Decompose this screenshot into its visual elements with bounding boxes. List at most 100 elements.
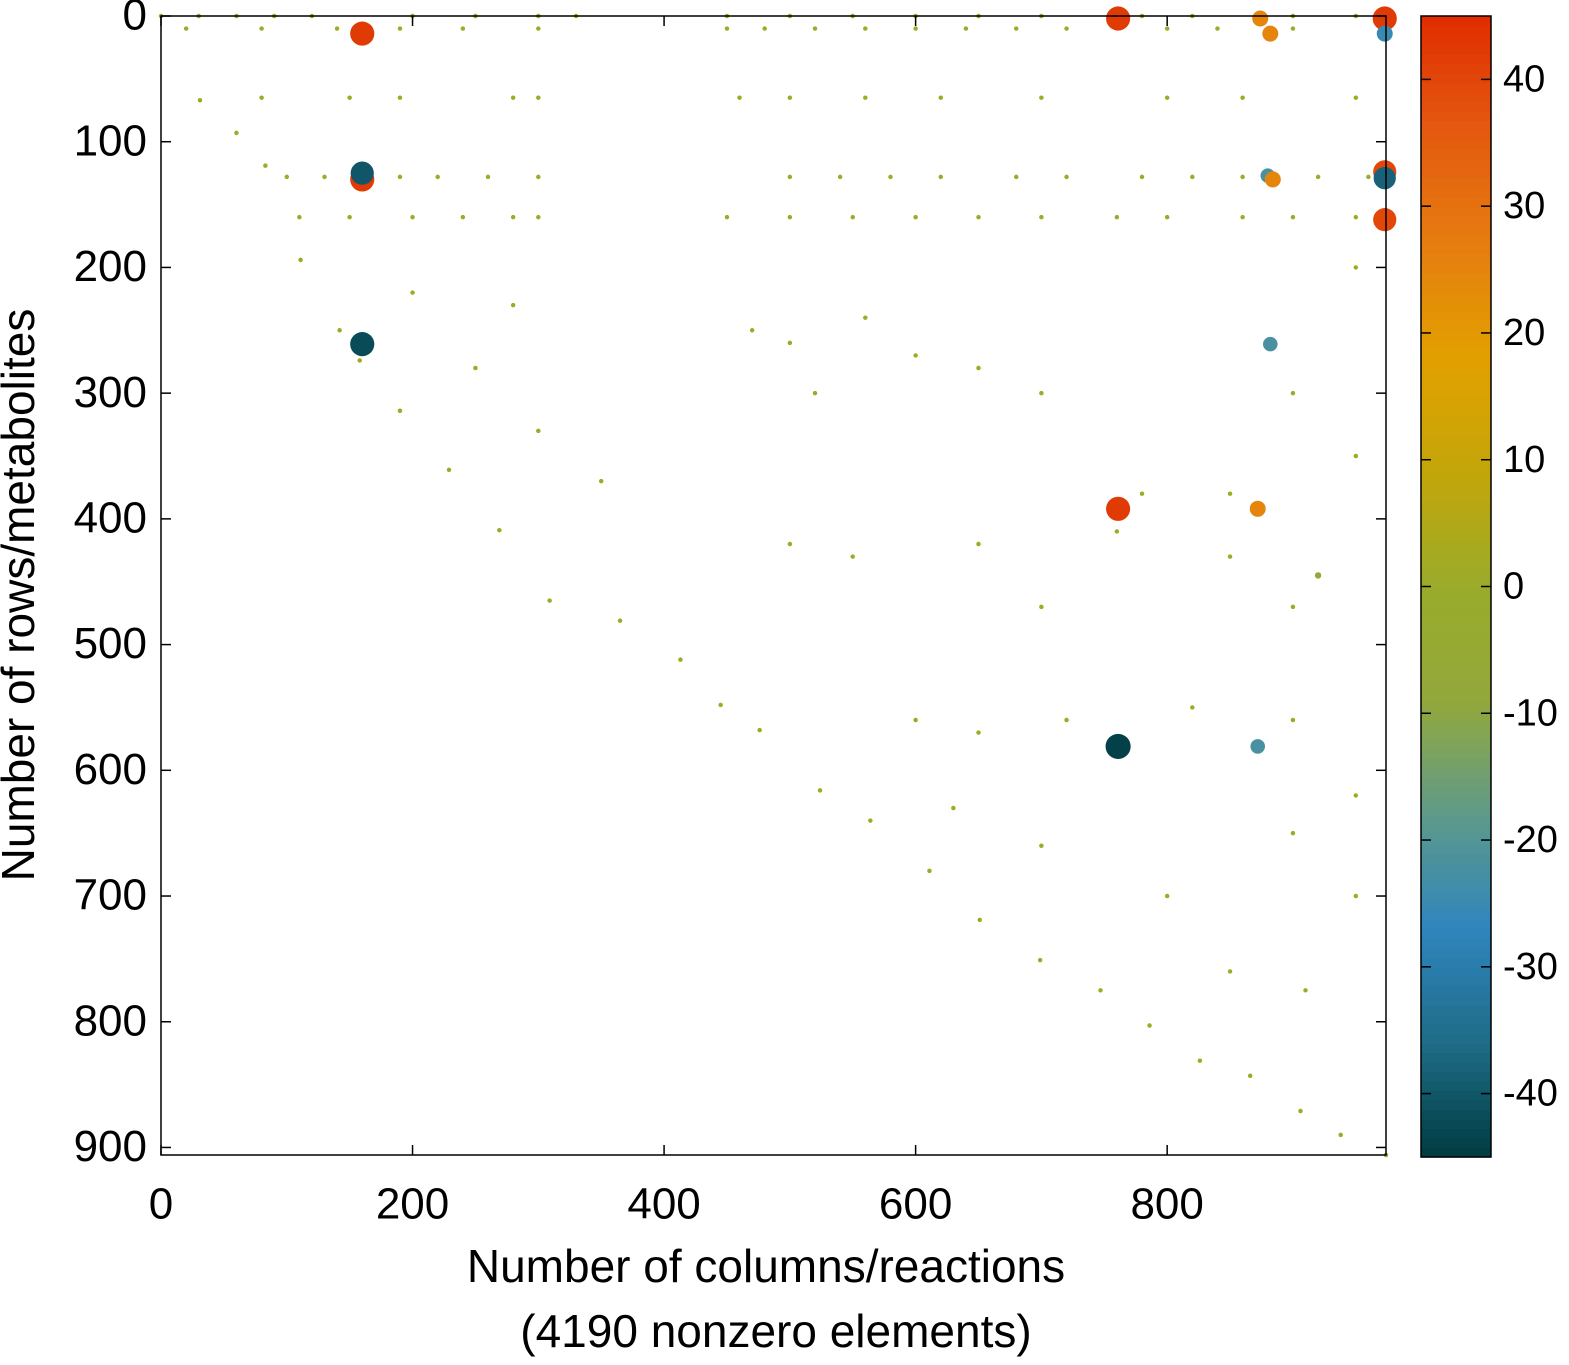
x-tick-label: 200 — [376, 1180, 449, 1229]
colorbar-segment — [1421, 1004, 1491, 1015]
colorbar-segment — [1421, 310, 1491, 321]
point — [536, 26, 541, 31]
colorbar-segment — [1421, 757, 1491, 768]
point — [1037, 957, 1043, 963]
point — [913, 353, 918, 358]
point — [938, 95, 944, 100]
x-axis-label: Number of columns/reactions — [467, 1240, 1065, 1292]
x-tick-label: 0 — [149, 1180, 173, 1229]
colorbar-segment — [1421, 1137, 1491, 1149]
colorbar-segment — [1421, 843, 1491, 854]
point — [1290, 26, 1296, 31]
colorbar-segment — [1421, 672, 1491, 683]
point — [787, 541, 793, 547]
colorbar-segment — [1421, 25, 1491, 36]
colorbar-segment — [1421, 225, 1491, 236]
point — [1190, 174, 1195, 180]
x-axis-label-note: (4190 nonzero elements) — [520, 1305, 1031, 1357]
colorbar-tick-label: -20 — [1503, 819, 1558, 861]
point — [410, 290, 415, 295]
colorbar-segment — [1421, 1147, 1491, 1158]
colorbar-segment — [1421, 272, 1491, 283]
colorbar-tick-label: 10 — [1503, 439, 1545, 481]
point — [1263, 336, 1278, 352]
colorbar-segment — [1421, 1042, 1491, 1054]
point — [1372, 6, 1397, 31]
point — [1039, 604, 1044, 610]
colorbar-segment — [1421, 624, 1491, 635]
colorbar-segment — [1421, 852, 1491, 863]
colorbar-segment — [1421, 862, 1491, 873]
point — [1290, 717, 1296, 723]
point — [347, 214, 352, 220]
y-tick-label: 0 — [123, 0, 147, 40]
point — [1290, 390, 1296, 396]
point — [497, 527, 502, 533]
point — [737, 95, 742, 100]
point — [678, 657, 683, 662]
colorbar-segment — [1421, 738, 1491, 749]
colorbar-segment — [1421, 462, 1491, 473]
y-tick-label: 100 — [74, 116, 147, 165]
point — [976, 730, 981, 735]
colorbar-segment — [1421, 710, 1491, 721]
colorbar-segment — [1421, 900, 1491, 911]
colorbar-segment — [1421, 405, 1491, 416]
point — [888, 174, 893, 180]
point — [284, 174, 290, 180]
point — [1298, 1108, 1303, 1114]
point — [850, 554, 855, 559]
point — [460, 214, 466, 220]
colorbar-tick-label: -40 — [1503, 1073, 1558, 1115]
point — [1303, 988, 1308, 993]
point — [397, 174, 403, 180]
y-tick-label: 600 — [74, 745, 147, 794]
point — [1250, 739, 1265, 754]
colorbar-segment — [1421, 367, 1491, 378]
point — [297, 214, 302, 220]
point — [536, 214, 541, 220]
colorbar-segment — [1421, 35, 1491, 46]
colorbar-segment — [1421, 719, 1491, 730]
point — [1366, 174, 1371, 180]
colorbar-segment — [1421, 1014, 1491, 1025]
colorbar-segment — [1421, 92, 1491, 103]
point — [976, 541, 981, 547]
colorbar-segment — [1421, 928, 1491, 939]
point — [234, 130, 239, 136]
colorbar-segment — [1421, 358, 1491, 369]
colorbar-segment — [1421, 282, 1491, 293]
colorbar-tick-label: 20 — [1503, 312, 1545, 354]
colorbar-segment — [1421, 653, 1491, 664]
colorbar-segment — [1421, 833, 1491, 844]
point — [1252, 10, 1269, 27]
point — [1247, 1073, 1253, 1079]
point — [510, 214, 516, 220]
colorbar-segment — [1421, 805, 1491, 816]
point — [1240, 95, 1245, 100]
point — [536, 174, 541, 180]
colorbar-segment — [1421, 700, 1491, 711]
point — [1114, 214, 1120, 220]
point — [446, 467, 452, 473]
point — [1314, 572, 1322, 579]
point — [1249, 500, 1266, 517]
point — [863, 26, 868, 31]
point — [1215, 26, 1220, 31]
y-tick-label: 400 — [74, 493, 147, 542]
colorbar-segment — [1421, 748, 1491, 759]
point — [963, 26, 969, 31]
point — [298, 257, 303, 263]
point — [787, 214, 793, 220]
point — [473, 365, 478, 371]
colorbar-segment — [1421, 1023, 1491, 1034]
point — [1353, 214, 1359, 220]
colorbar-segment — [1421, 729, 1491, 740]
colorbar-segment — [1421, 643, 1491, 654]
colorbar-segment — [1421, 16, 1491, 27]
colorbar-segment — [1421, 596, 1491, 607]
colorbar-tick-label: 0 — [1503, 566, 1524, 608]
point — [1373, 167, 1396, 190]
colorbar-segment — [1421, 139, 1491, 150]
